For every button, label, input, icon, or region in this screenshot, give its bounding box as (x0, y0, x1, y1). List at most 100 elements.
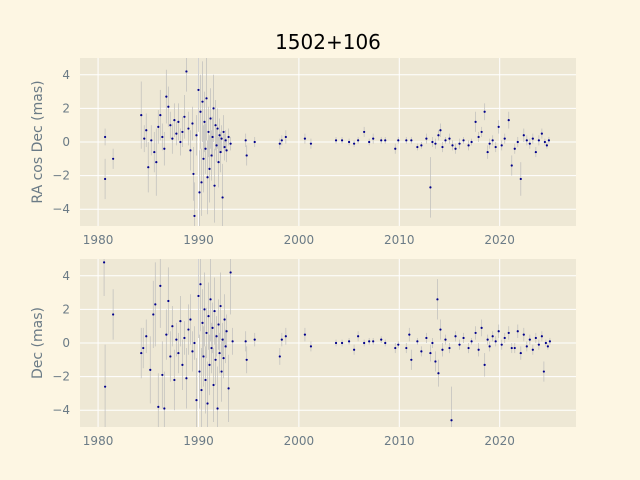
ra-data-point (483, 110, 486, 113)
dec-data-point (231, 340, 234, 343)
dec-data-point (525, 345, 528, 348)
ra-data-point (197, 88, 200, 92)
dec-data-point (221, 338, 224, 341)
ra-x-tick-label: 2000 (284, 233, 315, 247)
dec-data-point (175, 338, 178, 341)
dec-grid (80, 259, 576, 427)
dec-x-tick-label: 2010 (384, 434, 415, 448)
dec-data-point (102, 261, 106, 264)
dec-data-point (431, 341, 434, 345)
ra-data-point (278, 142, 281, 145)
dec-data-point (309, 345, 313, 348)
dec-data-point (217, 323, 220, 326)
dec-data-point (441, 348, 444, 351)
ra-data-point (470, 140, 473, 144)
dec-y-tick-label: −4 (52, 403, 70, 417)
dec-data-point (507, 331, 510, 335)
ra-data-point (104, 177, 107, 181)
dec-data-point (195, 399, 198, 402)
ra-data-point (227, 135, 230, 139)
ra-data-point (477, 135, 480, 139)
ra-data-point (140, 114, 143, 117)
dec-data-point (513, 346, 516, 350)
dec-data-point (474, 331, 477, 335)
ra-data-point (497, 125, 500, 128)
ra-data-point (510, 164, 513, 167)
dec-data-point (152, 313, 155, 316)
ra-data-point (224, 139, 227, 142)
ra-data-point (173, 119, 176, 122)
ra-data-point (340, 139, 344, 142)
ra-data-point (145, 129, 148, 132)
dec-data-point (227, 387, 230, 390)
dec-data-point (253, 338, 256, 341)
ra-data-point (309, 142, 313, 145)
ra-data-point (218, 134, 221, 137)
dec-data-point (199, 283, 202, 286)
ra-data-point (462, 139, 465, 142)
dec-data-point (211, 326, 214, 329)
ra-data-point (458, 142, 461, 145)
dec-data-point (223, 318, 226, 321)
dec-data-point (542, 370, 545, 373)
dec-data-point (225, 330, 228, 333)
dec-data-point (142, 346, 145, 350)
dec-data-point (470, 340, 473, 343)
ra-data-point (439, 129, 442, 132)
dec-data-point (220, 370, 223, 373)
ra-y-axis-label: RA cos Dec (mas) (30, 80, 46, 203)
ra-data-point (143, 137, 146, 140)
ra-data-point (534, 150, 537, 154)
dec-data-point (218, 351, 221, 355)
dec-data-point (216, 407, 219, 410)
ra-data-point (380, 139, 383, 142)
ra-data-point (214, 124, 217, 127)
dec-data-point (528, 338, 531, 341)
ra-data-point (195, 134, 198, 137)
ra-data-point (157, 125, 160, 128)
ra-data-point (220, 137, 223, 140)
ra-data-point (211, 135, 214, 139)
dec-data-point (503, 336, 506, 340)
dec-data-point (197, 294, 200, 298)
dec-data-point (436, 298, 439, 301)
dec-data-point (522, 333, 525, 336)
ra-data-point (503, 137, 506, 140)
dec-data-point (222, 357, 225, 360)
dec-data-point (177, 351, 180, 355)
dec-data-point (531, 348, 534, 351)
ra-data-point (200, 181, 203, 184)
dec-y-tick-label: 2 (62, 302, 70, 316)
ra-data-point (204, 147, 207, 150)
dec-data-point (202, 355, 205, 358)
ra-data-point (171, 137, 174, 140)
dec-data-point (394, 346, 397, 350)
ra-data-point (181, 130, 184, 134)
dec-data-point (201, 321, 204, 324)
dec-data-point (334, 341, 338, 345)
ra-data-point (540, 132, 543, 135)
ra-data-point (216, 127, 219, 130)
ra-data-point (454, 147, 457, 150)
ra-data-point (206, 176, 209, 179)
dec-data-point (207, 315, 210, 318)
dec-data-point (516, 330, 519, 333)
dec-data-point (161, 373, 164, 377)
dec-y-axis-label: Dec (mas) (30, 307, 46, 379)
ra-data-point (202, 157, 205, 160)
dec-data-point (193, 341, 196, 345)
ra-data-point (221, 196, 224, 199)
ra-data-point (431, 140, 434, 144)
dec-data-point (214, 358, 217, 361)
ra-data-point (201, 100, 204, 103)
dec-data-point (488, 345, 491, 348)
ra-data-point (405, 139, 408, 142)
dec-data-point (280, 338, 283, 341)
dec-data-point (165, 333, 168, 336)
ra-data-point (528, 142, 531, 145)
ra-data-point (104, 135, 107, 139)
ra-data-point (191, 122, 194, 125)
ra-x-tick-label: 1980 (83, 233, 114, 247)
dec-data-point (213, 309, 216, 313)
ra-data-point (161, 135, 164, 139)
